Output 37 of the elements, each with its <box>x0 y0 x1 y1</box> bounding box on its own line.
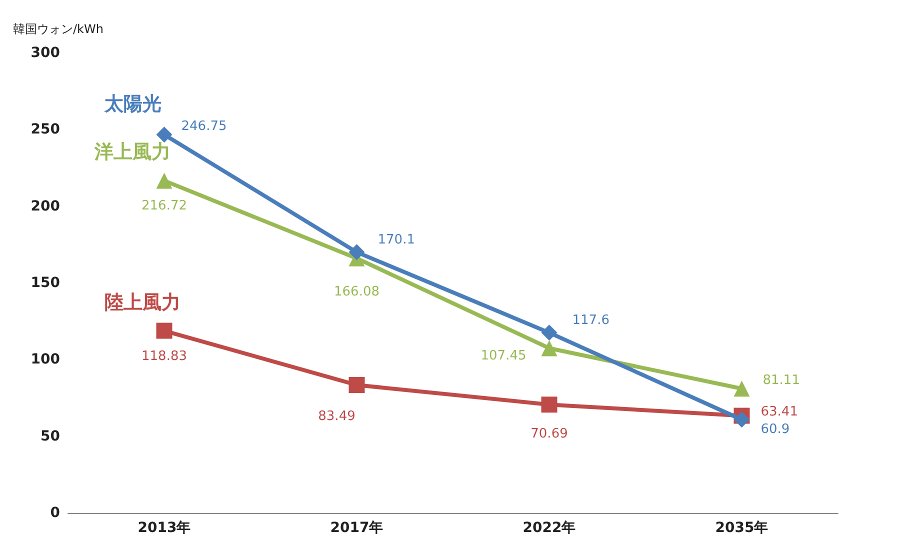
point <box>734 380 750 397</box>
point <box>348 244 365 260</box>
point <box>541 324 558 341</box>
x-tick-label: 2017年 <box>330 520 384 536</box>
data-label: 118.83 <box>142 348 187 364</box>
y-tick-label: 250 <box>30 122 60 138</box>
data-label: 60.9 <box>760 422 790 438</box>
data-label: 81.11 <box>762 373 800 388</box>
x-tick-label: 2035年 <box>715 520 768 536</box>
x-tick-label: 2013年 <box>138 520 191 536</box>
y-axis-title: 韓国ウォン/kWh <box>13 22 104 36</box>
data-label: 246.75 <box>181 119 227 134</box>
data-label: 83.49 <box>318 408 356 424</box>
point <box>541 396 558 413</box>
data-label: 166.08 <box>334 284 380 300</box>
y-tick-label: 300 <box>30 45 60 61</box>
point <box>734 412 750 428</box>
data-label: 70.69 <box>530 426 568 442</box>
data-label: 107.45 <box>480 348 526 364</box>
series-label: 洋上風力 <box>93 141 170 164</box>
y-tick-label: 100 <box>30 352 60 368</box>
point <box>156 126 172 143</box>
data-label: 170.1 <box>378 232 415 248</box>
data-label: 117.6 <box>572 313 610 328</box>
point <box>348 376 365 393</box>
series-label: 太陽光 <box>103 93 162 116</box>
point <box>156 172 172 189</box>
point <box>156 322 172 339</box>
point <box>541 340 558 356</box>
x-tick-label: 2022年 <box>522 520 576 536</box>
data-label: 216.72 <box>142 198 187 214</box>
y-tick-label: 50 <box>40 428 60 444</box>
data-label: 63.41 <box>760 404 798 420</box>
y-tick-label: 200 <box>30 198 60 214</box>
series-label: 陸上風力 <box>104 291 180 314</box>
y-tick-label: 0 <box>50 505 60 521</box>
y-tick-label: 150 <box>30 275 60 291</box>
